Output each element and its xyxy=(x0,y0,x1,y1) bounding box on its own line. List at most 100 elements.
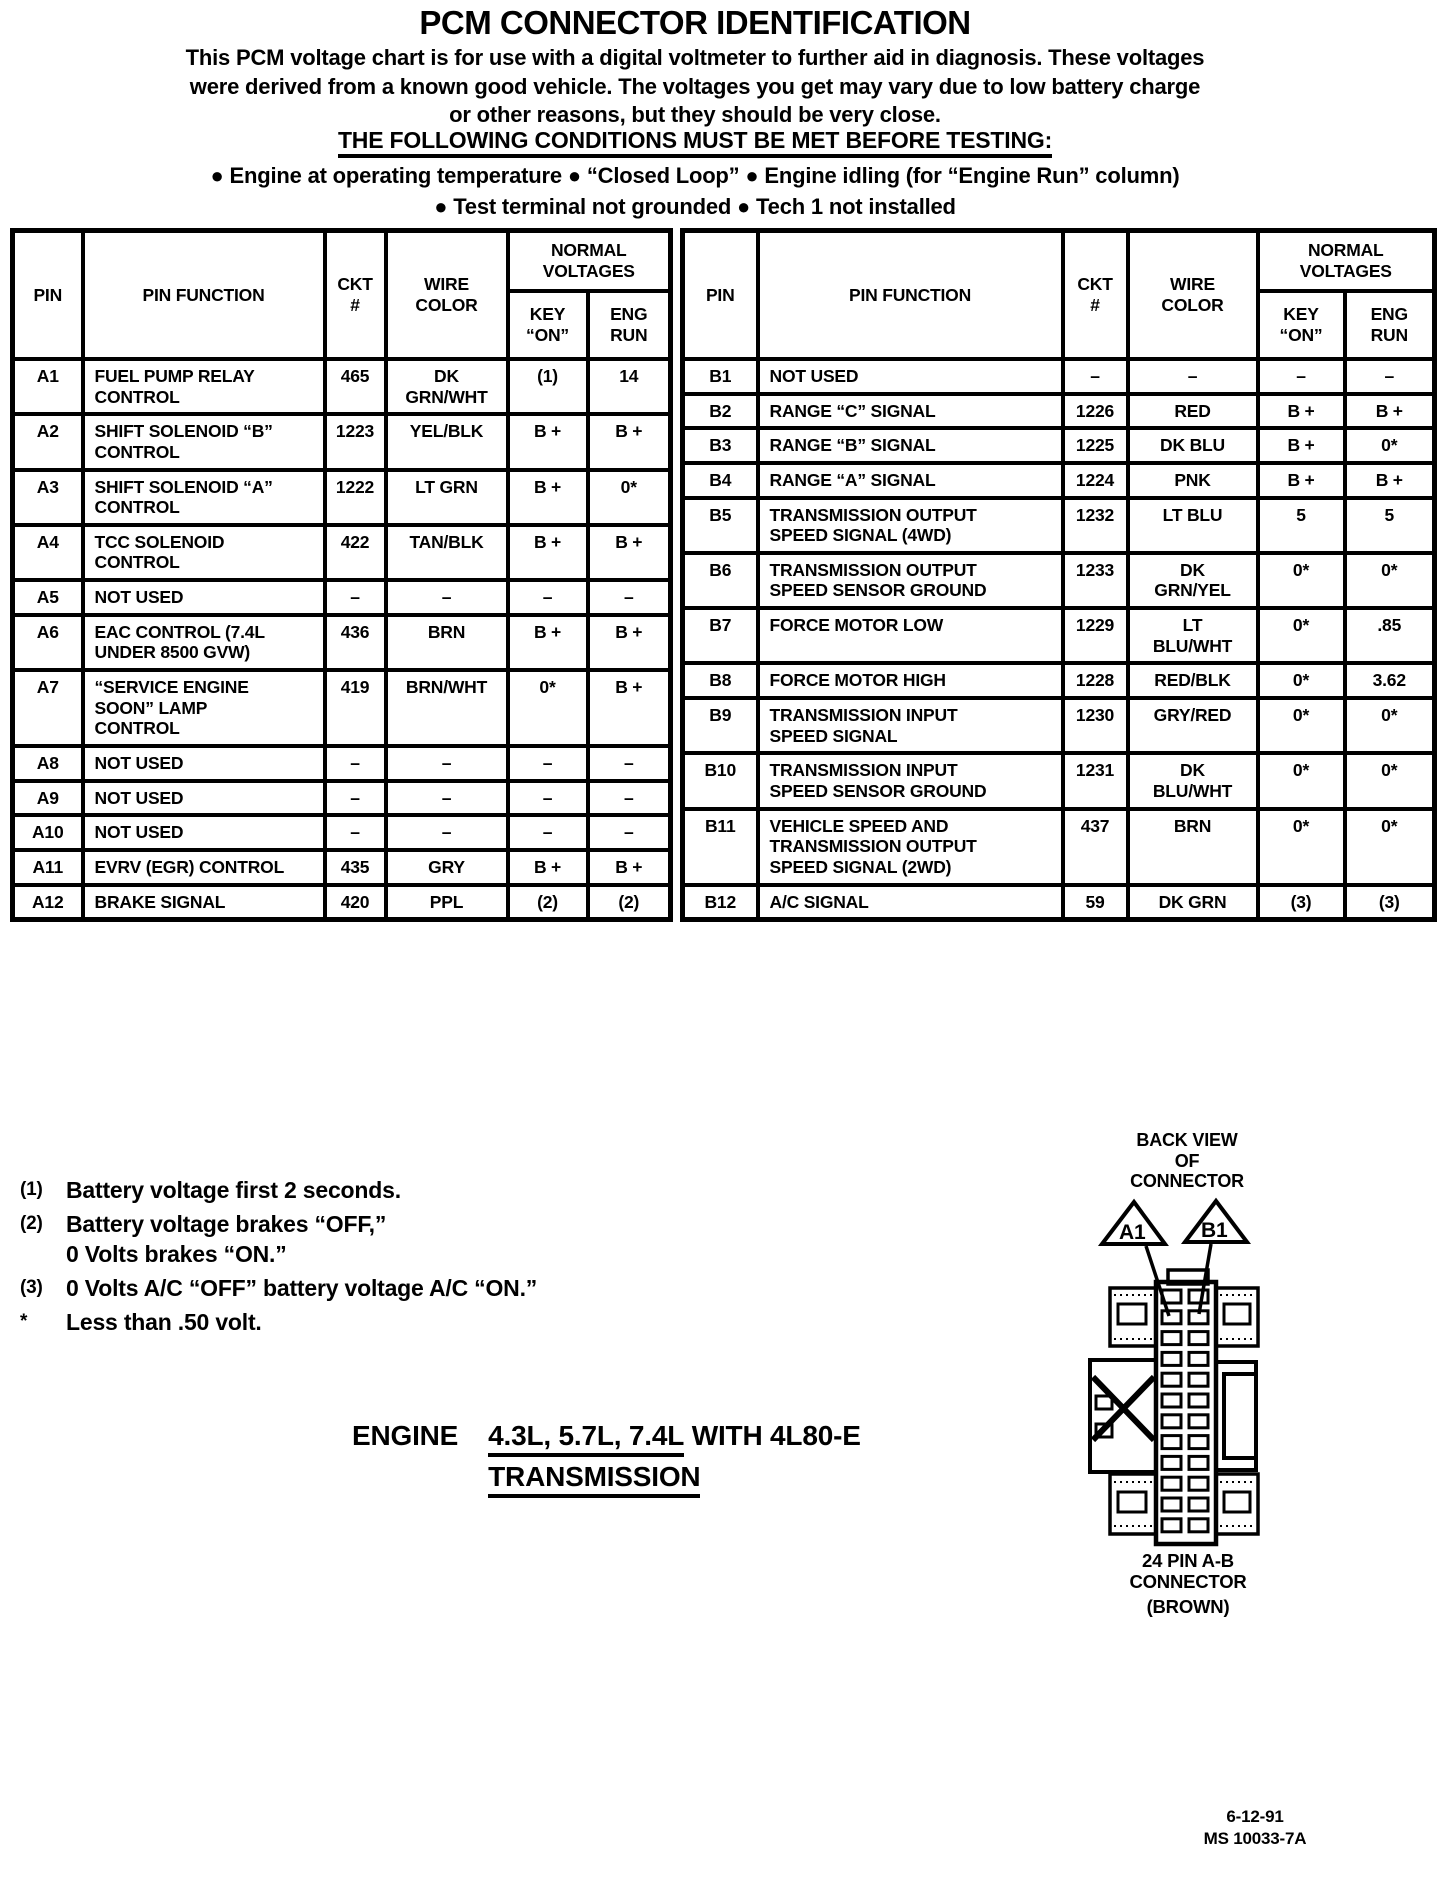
cell-pin: B1 xyxy=(680,357,760,396)
cell-wire: GRY/RED xyxy=(1125,696,1260,756)
cell-wire: YEL/BLK xyxy=(383,412,510,472)
cell-function: TCC SOLENOID CONTROL xyxy=(80,522,327,583)
connector-pin xyxy=(1187,1350,1210,1367)
cell-wire: – xyxy=(383,813,510,852)
header-ckt: CKT # xyxy=(322,228,388,361)
cell-wire: PNK xyxy=(1125,460,1260,500)
cell-wire: LT BLU/WHT xyxy=(1125,606,1260,666)
cell-ckt: 437 xyxy=(1060,806,1130,887)
header-pin-function: PIN FUNCTION xyxy=(755,228,1065,361)
cell-function: NOT USED xyxy=(80,813,327,852)
cell-ckt: 420 xyxy=(322,882,388,922)
table-row: B1 NOT USED – – – – xyxy=(680,357,1437,396)
connector-pin xyxy=(1160,1413,1183,1430)
cell-pin: A2 xyxy=(10,412,85,472)
cell-wire: DK GRN xyxy=(1125,882,1260,922)
cell-wire: DK BLU xyxy=(1125,426,1260,465)
cell-function: SHIFT SOLENOID “B” CONTROL xyxy=(80,412,327,472)
table-row: B3 RANGE “B” SIGNAL 1225 DK BLU B +0* xyxy=(680,426,1437,465)
cell-pin: B4 xyxy=(680,460,760,500)
cell-wire: GRY xyxy=(383,847,510,887)
cell-key_on: – xyxy=(505,578,590,617)
cell-ckt: – xyxy=(322,778,388,818)
connector-color-label: (BROWN) xyxy=(1146,1596,1230,1617)
connector-pin xyxy=(1160,1330,1183,1347)
cell-eng_run: B + xyxy=(1342,460,1437,500)
connector-pin xyxy=(1187,1330,1210,1347)
footnotes: (1) Battery voltage first 2 seconds. (2)… xyxy=(20,1176,660,1341)
pin-a1-callout-triangle xyxy=(1097,1198,1169,1246)
cell-eng_run: (2) xyxy=(585,882,673,922)
right-wing xyxy=(1214,1360,1258,1472)
cell-eng_run: B + xyxy=(1342,391,1437,431)
cell-eng_run: B + xyxy=(585,847,673,887)
cell-key_on: 5 xyxy=(1255,495,1347,555)
header-wire-color: WIRE COLOR xyxy=(1125,228,1260,361)
table-row: B7 FORCE MOTOR LOW 1229 LT BLU/WHT 0* .85 xyxy=(680,606,1437,666)
cell-wire: LT BLU xyxy=(1125,495,1260,555)
cell-eng_run: 0* xyxy=(1342,696,1437,756)
header-normal-voltages: NORMAL VOLTAGES xyxy=(505,228,673,293)
conditions-heading: THE FOLLOWING CONDITIONS MUST BE MET BEF… xyxy=(0,127,1390,158)
connector-pin xyxy=(1160,1434,1183,1451)
cell-eng_run: 0* xyxy=(585,467,673,527)
connector-pin xyxy=(1160,1454,1183,1471)
table-row: B8 FORCE MOTOR HIGH 1228 RED/BLK 0* 3.62 xyxy=(680,661,1437,701)
cell-ckt: 1224 xyxy=(1060,460,1130,500)
cell-pin: A7 xyxy=(10,668,85,748)
engine-label: ENGINE 4.3L, 5.7L, 7.4L WITH 4L80-E TRAN… xyxy=(352,1420,861,1498)
connector-a-header: PIN PIN FUNCTION CKT # WIRE COLOR NORMAL… xyxy=(10,228,673,361)
cell-ckt: – xyxy=(1060,357,1130,396)
table-row: B2 RANGE “C” SIGNAL 1226 RED B + B + xyxy=(680,391,1437,431)
engine-transmission-type: WITH 4L80-E xyxy=(691,1420,861,1451)
cell-key_on: – xyxy=(1255,357,1347,396)
cell-wire: DK BLU/WHT xyxy=(1125,751,1260,811)
table-row: B12 A/C SIGNAL 59 DK GRN (3) (3) xyxy=(680,882,1437,922)
cell-ckt: 422 xyxy=(322,522,388,583)
tab-top-left xyxy=(1108,1286,1158,1348)
cell-pin: A5 xyxy=(10,578,85,617)
cell-key_on: B + xyxy=(1255,426,1347,465)
cell-eng_run: B + xyxy=(585,522,673,583)
table-row: A3 SHIFT SOLENOID “A” CONTROL 1222 LT GRN B … xyxy=(10,467,673,527)
cell-ckt: – xyxy=(322,578,388,617)
cell-eng_run: 0* xyxy=(1342,806,1437,887)
cell-ckt: 1222 xyxy=(322,467,388,527)
cell-key_on: (3) xyxy=(1255,882,1347,922)
header-eng-run: ENG RUN xyxy=(585,289,673,361)
table-row: A2 SHIFT SOLENOID “B” CONTROL 1223 YEL/BLK B… xyxy=(10,412,673,472)
connector-pin xyxy=(1187,1392,1210,1409)
header-pin: PIN xyxy=(680,228,760,361)
connector-pin xyxy=(1187,1475,1210,1492)
header-pin: PIN xyxy=(10,228,85,361)
cell-key_on: B + xyxy=(505,522,590,583)
connector-pin xyxy=(1160,1288,1183,1305)
footer-date: 6-12-91 xyxy=(1226,1807,1284,1826)
connector-pin xyxy=(1160,1392,1183,1409)
connector-pin xyxy=(1187,1413,1210,1430)
cell-pin: B6 xyxy=(680,550,760,611)
cell-wire: BRN xyxy=(383,612,510,673)
corner-tabs xyxy=(1108,1286,1260,1536)
cell-eng_run: 14 xyxy=(585,356,673,417)
cell-function: NOT USED xyxy=(80,743,327,783)
connector-b-table: PIN PIN FUNCTION CKT # WIRE COLOR NORMAL… xyxy=(680,228,1437,923)
page-title: PCM CONNECTOR IDENTIFICATION xyxy=(419,4,971,41)
cell-wire: PPL xyxy=(383,882,510,922)
cell-key_on: B + xyxy=(1255,391,1347,431)
cell-ckt: 1228 xyxy=(1060,661,1130,701)
connector-pin xyxy=(1160,1517,1183,1534)
cell-eng_run: B + xyxy=(585,668,673,748)
connector-pin xyxy=(1187,1434,1210,1451)
cell-ckt: 1231 xyxy=(1060,751,1130,811)
cell-wire: RED/BLK xyxy=(1125,661,1260,701)
table-row: A4 TCC SOLENOID CONTROL 422 TAN/BLK B + B + xyxy=(10,522,673,583)
table-row: B5 TRANSMISSION OUTPUT SPEED SIGNAL (4WD)… xyxy=(680,495,1437,555)
left-wing xyxy=(1088,1358,1158,1474)
table-row: A5 NOT USED – – – – xyxy=(10,578,673,617)
cell-ckt: 1223 xyxy=(322,412,388,472)
footnote-marker: (3) xyxy=(20,1276,43,1298)
conditions-heading-text: THE FOLLOWING CONDITIONS MUST BE MET BEF… xyxy=(337,127,1052,158)
cell-wire: – xyxy=(383,578,510,617)
cell-ckt: – xyxy=(322,813,388,852)
